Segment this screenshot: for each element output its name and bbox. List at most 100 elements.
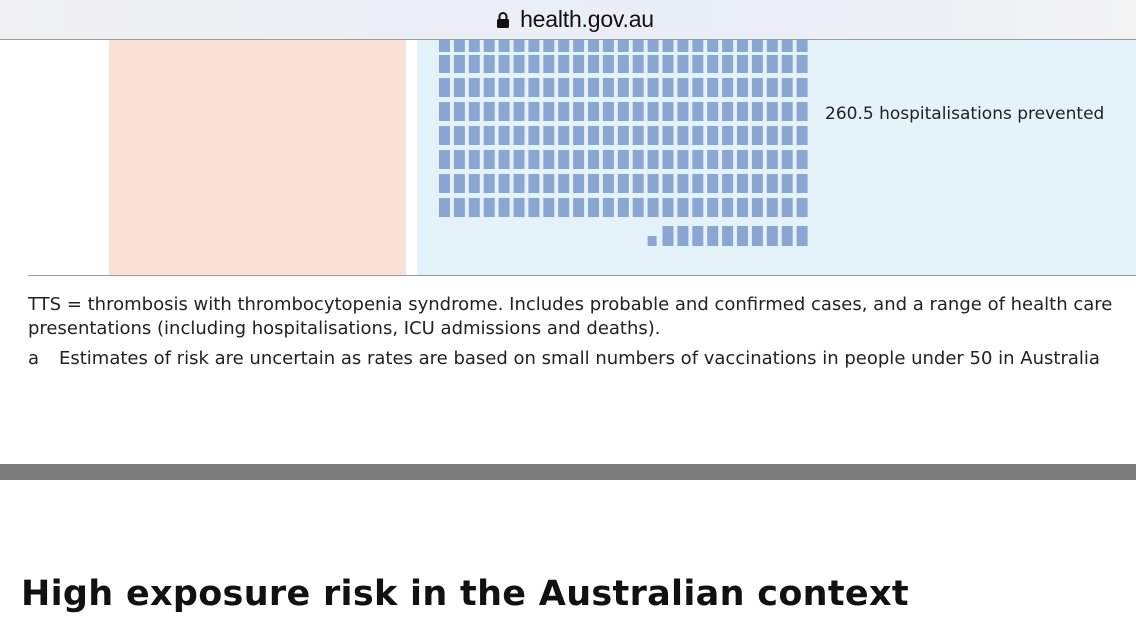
person-icon [617,126,629,145]
person-icon [588,174,599,193]
person-icon [722,126,734,145]
person-icon [647,198,659,217]
person-icon [662,174,674,193]
person-icon [766,226,778,246]
person-icon [558,126,570,145]
person-icon [528,150,540,169]
person-icon [662,102,674,121]
person-icon [647,174,659,193]
person-icon [707,78,719,97]
person-icon [617,40,629,52]
person-icon [483,102,495,121]
person-icon [573,150,585,169]
person-icon [692,226,704,246]
person-icon [588,150,599,169]
person-icon [513,40,525,52]
person-icon [707,174,719,193]
person-icon [453,102,465,121]
person-icon [602,174,614,193]
person-icon [677,150,689,169]
url-display[interactable]: health.gov.au [496,6,654,33]
person-icon [632,40,644,52]
person-icon [692,55,704,73]
person-icon [781,150,793,169]
person-icon [439,78,450,97]
person-icon [617,150,629,169]
person-icon [781,226,793,246]
person-icon [707,126,719,145]
person-icon [707,55,719,73]
person-icon [602,102,614,121]
vaccine-risk-infographic: 260.5 hospitalisations prevented [0,40,1136,275]
person-icon [662,40,674,52]
person-icon [617,102,629,121]
hospitalisation-icon-grid [439,40,808,246]
person-icon [588,78,599,97]
person-icon [558,102,570,121]
person-icon [468,150,480,169]
person-icon [707,40,719,52]
person-icon [513,150,525,169]
person-icon [513,174,525,193]
browser-address-bar[interactable]: health.gov.au [0,0,1136,40]
person-icon [662,78,674,97]
person-icon [707,102,719,121]
person-icon [558,78,570,97]
person-icon [751,78,763,97]
person-icon [766,150,778,169]
person-icon [677,174,689,193]
person-icon [573,55,585,73]
person-icon [647,78,659,97]
person-icon [617,174,629,193]
person-icon [781,126,793,145]
person-icon [692,150,704,169]
person-icon [483,40,495,52]
risk-panel [109,40,406,275]
person-icon [662,150,674,169]
person-icon [796,78,808,97]
person-icon [632,150,644,169]
person-icon [498,126,510,145]
person-icon [588,55,599,73]
person-icon [513,198,525,217]
person-icon [602,78,614,97]
person-icon [707,198,719,217]
person-icon [781,102,793,121]
person-icon [588,198,599,217]
person-icon [453,78,465,97]
person-icon [722,78,734,97]
person-icon [453,40,465,52]
person-icon [662,226,674,246]
person-icon [722,198,734,217]
person-icon [468,78,480,97]
person-icon [707,226,719,246]
person-icon [573,78,585,97]
person-icon [781,55,793,73]
person-icon [647,40,659,52]
person-icon [692,126,704,145]
person-icon [528,78,540,97]
person-icon [528,40,540,52]
person-icon [677,126,689,145]
person-icon [751,198,763,217]
person-icon [602,198,614,217]
person-icon [513,102,525,121]
person-icon [543,78,555,97]
person-icon [737,102,748,121]
person-icon [677,78,689,97]
person-icon [796,150,808,169]
person-icon [558,174,570,193]
person-icon [781,40,793,52]
person-icon [751,40,763,52]
person-icon [439,40,450,52]
person-icon [647,55,659,73]
person-icon [796,126,808,145]
person-icon [722,150,734,169]
person-icon [498,150,510,169]
person-icon [498,55,510,73]
person-icon [796,226,808,246]
person-icon [722,40,734,52]
person-icon [468,198,480,217]
person-icon [796,40,808,52]
person-icon [781,198,793,217]
